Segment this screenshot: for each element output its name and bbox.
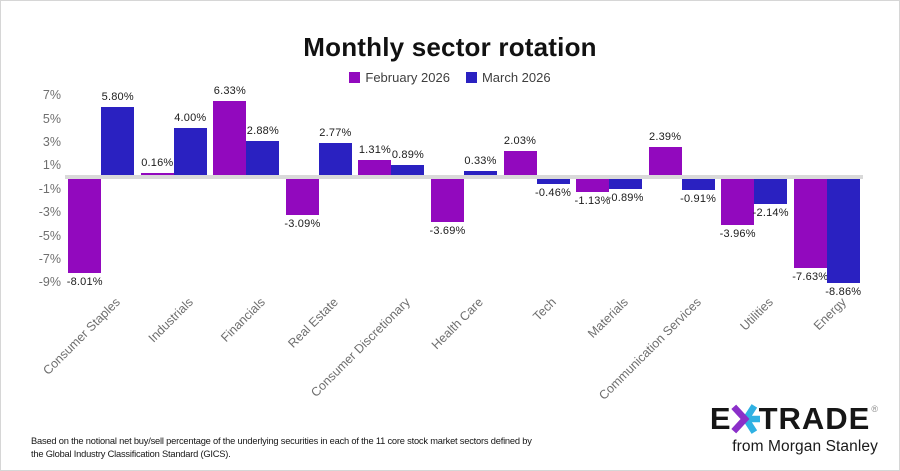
bar — [536, 179, 570, 185]
bar-value-label: 5.80% — [101, 91, 134, 104]
bar-value-label: -1.13% — [574, 195, 611, 208]
bar-value-label: -3.96% — [719, 228, 756, 241]
x-axis-label: Consumer Staples — [40, 295, 124, 378]
bar — [431, 179, 464, 223]
bar-value-label: 0.33% — [464, 155, 497, 168]
legend: February 2026 March 2026 — [1, 70, 899, 85]
bar-value-label: 4.00% — [174, 112, 207, 125]
bar — [576, 179, 610, 193]
y-axis-tick: 3% — [42, 134, 61, 149]
bar-value-label: -0.46% — [535, 187, 572, 200]
etrade-logo: E TRADE ® from Morgan Stanley — [710, 403, 878, 456]
legend-label: March 2026 — [481, 70, 551, 85]
bar-value-label: 1.31% — [358, 143, 392, 156]
chart-title: Monthly sector rotation — [303, 32, 597, 62]
bar-value-label: 2.88% — [246, 125, 279, 138]
x-axis-label: Industrials — [145, 295, 196, 346]
bar-value-label: -3.09% — [284, 218, 321, 231]
registered-trademark-symbol: ® — [871, 404, 878, 414]
bar — [648, 147, 682, 175]
x-axis-label: Real Estate — [285, 295, 341, 351]
y-axis-tick: 5% — [42, 111, 61, 126]
bar — [721, 179, 755, 226]
logo-letters-trade: TRADE — [758, 401, 871, 436]
bar — [391, 164, 425, 175]
bar — [793, 179, 827, 269]
legend-swatch-icon — [465, 72, 477, 83]
bar — [140, 173, 174, 175]
bar — [213, 100, 247, 175]
bar-value-label: 2.77% — [319, 126, 352, 139]
y-axis-tick: 1% — [42, 158, 61, 173]
legend-item-march: March 2026 — [465, 70, 551, 85]
etrade-wordmark: E TRADE ® — [710, 403, 878, 435]
logo-letter-e: E — [709, 401, 732, 436]
bar-value-label: -2.14% — [752, 207, 789, 220]
y-axis-tick: -1% — [38, 181, 61, 196]
bar-value-label: -7.63% — [792, 271, 829, 284]
y-axis-tick: 7% — [42, 88, 61, 103]
x-axis-label: Health Care — [428, 295, 486, 353]
bar-value-label: 0.89% — [391, 148, 425, 161]
logo-tagline: from Morgan Stanley — [732, 438, 878, 455]
x-axis-label: Energy — [810, 295, 849, 333]
y-axis-tick: -7% — [38, 251, 61, 266]
bar — [503, 151, 537, 175]
x-axis-label: Tech — [529, 295, 559, 324]
bar-value-label: -0.89% — [607, 192, 644, 205]
bar — [285, 179, 319, 216]
y-axis-tick: -9% — [38, 275, 61, 290]
bar — [754, 179, 788, 205]
bar — [464, 171, 497, 175]
bar-value-label: -8.86% — [825, 285, 862, 298]
x-axis-label: Financials — [218, 295, 269, 345]
bar — [173, 128, 207, 175]
bar — [681, 179, 715, 190]
bar — [68, 179, 102, 273]
bar — [358, 159, 392, 175]
legend-item-february: February 2026 — [349, 70, 450, 85]
bar-value-label: 0.16% — [141, 157, 174, 170]
y-axis-tick: -5% — [38, 228, 61, 243]
bar — [246, 141, 280, 175]
bar-value-label: -8.01% — [66, 275, 103, 288]
legend-label: February 2026 — [365, 70, 450, 85]
bar-value-label: -0.91% — [680, 192, 717, 205]
legend-swatch-icon — [349, 72, 361, 83]
zero-baseline — [65, 175, 863, 179]
x-axis-label: Materials — [585, 295, 631, 341]
footnote: Based on the notional net buy/sell perce… — [31, 435, 532, 461]
bar — [826, 179, 860, 283]
bar — [318, 142, 352, 175]
x-axis-label: Utilities — [737, 295, 777, 334]
bar-value-label: 2.03% — [503, 135, 537, 148]
etrade-asterisk-icon — [730, 404, 760, 434]
footnote-line-2: the Global Industry Classification Stand… — [31, 449, 231, 459]
bar-value-label: 6.33% — [213, 84, 246, 97]
bar — [101, 107, 135, 175]
bar — [609, 179, 643, 190]
bar-value-label: -3.69% — [429, 225, 466, 238]
y-axis-tick: -3% — [38, 205, 61, 220]
bar-value-label: 2.39% — [649, 131, 682, 144]
asterisk-purple-chevron — [730, 404, 750, 434]
footnote-line-1: Based on the notional net buy/sell perce… — [31, 436, 532, 446]
